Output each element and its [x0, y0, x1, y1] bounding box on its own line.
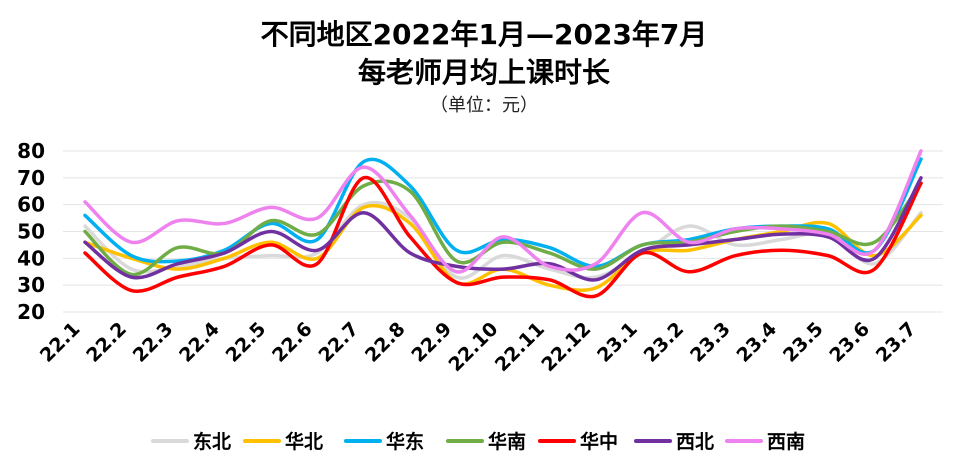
x-tick-label: 22.3: [129, 318, 178, 367]
series-layer: [83, 149, 923, 299]
x-tick-label: 22.10: [444, 318, 502, 376]
legend: 东北 华北 华东 华南 华中 西北 西南: [151, 430, 805, 453]
y-tick-label: 60: [17, 193, 45, 217]
legend-item: 华北: [243, 430, 323, 453]
x-tick-label: 22.4: [175, 318, 224, 367]
legend-item: 西北: [634, 431, 714, 453]
x-tick-label: 22.5: [222, 318, 271, 367]
chart-title-line1: 不同地区2022年1月—2023年7月: [261, 18, 708, 51]
x-tick-label: 23.2: [640, 318, 689, 367]
legend-label: 西北: [676, 431, 714, 453]
y-tick-label: 70: [17, 166, 45, 190]
x-tick-label: 23.4: [732, 318, 781, 367]
legend-item: 西南: [725, 431, 805, 453]
legend-label: 华北: [285, 430, 323, 453]
x-axis: 22.122.222.322.422.522.622.722.822.922.1…: [36, 318, 921, 376]
x-tick-label: 22.12: [537, 318, 595, 376]
legend-label: 华南: [488, 430, 526, 453]
y-tick-label: 30: [17, 273, 45, 297]
x-tick-label: 22.6: [268, 318, 317, 367]
x-tick-label: 23.5: [779, 318, 828, 367]
x-tick-label: 22.7: [314, 318, 363, 367]
legend-item: 东北: [151, 430, 231, 453]
legend-item: 华中: [538, 430, 618, 453]
y-tick-label: 50: [17, 220, 45, 244]
legend-label: 东北: [193, 430, 231, 453]
x-tick-label: 23.7: [872, 318, 921, 367]
chart-subtitle: （单位：元）: [430, 95, 538, 116]
legend-item: 华东: [344, 430, 424, 453]
y-tick-label: 40: [17, 246, 45, 270]
x-tick-label: 22.2: [82, 318, 131, 367]
legend-label: 华东: [386, 430, 424, 453]
x-tick-label: 23.3: [686, 318, 735, 367]
y-tick-label: 80: [17, 139, 45, 163]
legend-item: 华南: [446, 430, 526, 453]
legend-label: 华中: [580, 430, 618, 453]
x-tick-label: 22.11: [491, 318, 549, 376]
legend-label: 西南: [767, 431, 805, 453]
x-tick-label: 23.6: [825, 318, 874, 367]
series-line-6: [83, 176, 923, 282]
series-line-5: [83, 176, 923, 299]
x-tick-label: 22.1: [36, 318, 85, 367]
series-line-7: [83, 149, 923, 274]
x-tick-label: 22.8: [361, 318, 410, 367]
chart-title-line2: 每老师月均上课时长: [358, 56, 610, 89]
y-tick-label: 20: [17, 300, 45, 324]
x-tick-label: 23.1: [593, 318, 642, 367]
